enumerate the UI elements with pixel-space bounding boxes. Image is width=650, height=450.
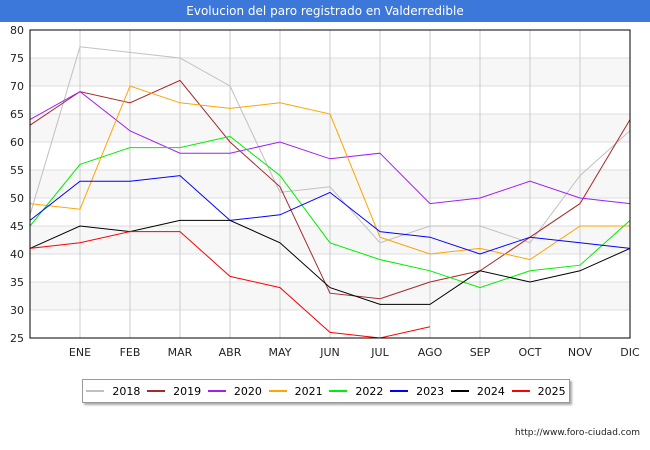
series-line-2023	[29, 175, 631, 255]
y-tick-label: 60	[10, 136, 24, 149]
x-tick-label: MAR	[168, 346, 193, 359]
y-tick-label: 75	[10, 52, 24, 65]
series-line-2018	[29, 46, 631, 244]
legend-item-2020: 2020	[207, 384, 262, 398]
series-line-2021	[29, 85, 630, 261]
footer-url[interactable]: http://www.foro-ciudad.com	[515, 428, 640, 438]
legend-label: 2025	[537, 384, 566, 398]
legend-label: 2020	[233, 384, 262, 398]
chart-title: Evolucion del paro registrado en Valderr…	[0, 0, 650, 22]
legend-swatch	[390, 390, 409, 392]
legend-swatch	[207, 390, 226, 392]
legend-swatch	[86, 390, 105, 392]
legend-label: 2018	[112, 384, 141, 398]
legend-label: 2023	[416, 384, 445, 398]
line-chart: 25 30 35 40 45 50 55 60 65 70 75 80 ENE FEB MAR ABR MAY J…	[10, 24, 640, 359]
y-tick-label: 35	[10, 276, 24, 289]
legend-swatch	[450, 390, 469, 392]
legend-label: 2024	[476, 384, 505, 398]
legend-swatch	[329, 390, 348, 392]
x-tick-label: ABR	[219, 346, 242, 359]
y-tick-label: 25	[10, 332, 24, 345]
y-tick-label: 70	[10, 80, 24, 93]
legend-swatch	[268, 390, 287, 392]
x-tick-label: JUN	[319, 346, 340, 359]
y-tick-label: 50	[10, 192, 24, 205]
x-tick-label: NOV	[568, 346, 593, 359]
legend-item-2018: 2018	[86, 385, 140, 398]
x-tick-label: OCT	[518, 346, 541, 359]
legend-item-2024: 2024	[450, 384, 505, 398]
legend-label: 2019	[173, 384, 202, 398]
x-tick-label: ENE	[69, 346, 91, 359]
x-tick-label: MAY	[269, 346, 292, 359]
legend: 2018 2019 2020 2021 2022 2023 2024 2025	[82, 379, 570, 403]
x-tick-label: SEP	[470, 346, 491, 359]
y-tick-label: 65	[10, 108, 24, 121]
legend-item-2022: 2022	[329, 385, 383, 398]
legend-label: 2021	[294, 384, 323, 398]
x-tick-label: JUL	[370, 346, 389, 359]
legend-item-2019: 2019	[147, 385, 201, 398]
legend-label: 2022	[355, 384, 384, 398]
x-tick-label: AGO	[418, 346, 443, 359]
y-tick-label: 45	[10, 220, 24, 233]
legend-swatch	[147, 390, 166, 392]
legend-item-2023: 2023	[390, 385, 444, 398]
x-tick-label: FEB	[120, 346, 141, 359]
y-tick-label: 40	[10, 248, 24, 261]
x-tick-label: DIC	[620, 346, 640, 359]
plot-border	[29, 29, 631, 339]
series-line-2020	[29, 91, 631, 205]
legend-item-2025: 2025	[511, 384, 566, 398]
series-line-2022	[29, 135, 631, 289]
series-line-2025	[29, 231, 431, 339]
y-tick-label: 55	[10, 164, 24, 177]
y-tick-label: 80	[10, 24, 24, 37]
legend-item-2021: 2021	[268, 384, 323, 398]
y-tick-label: 30	[10, 304, 24, 317]
legend-swatch	[511, 390, 530, 392]
